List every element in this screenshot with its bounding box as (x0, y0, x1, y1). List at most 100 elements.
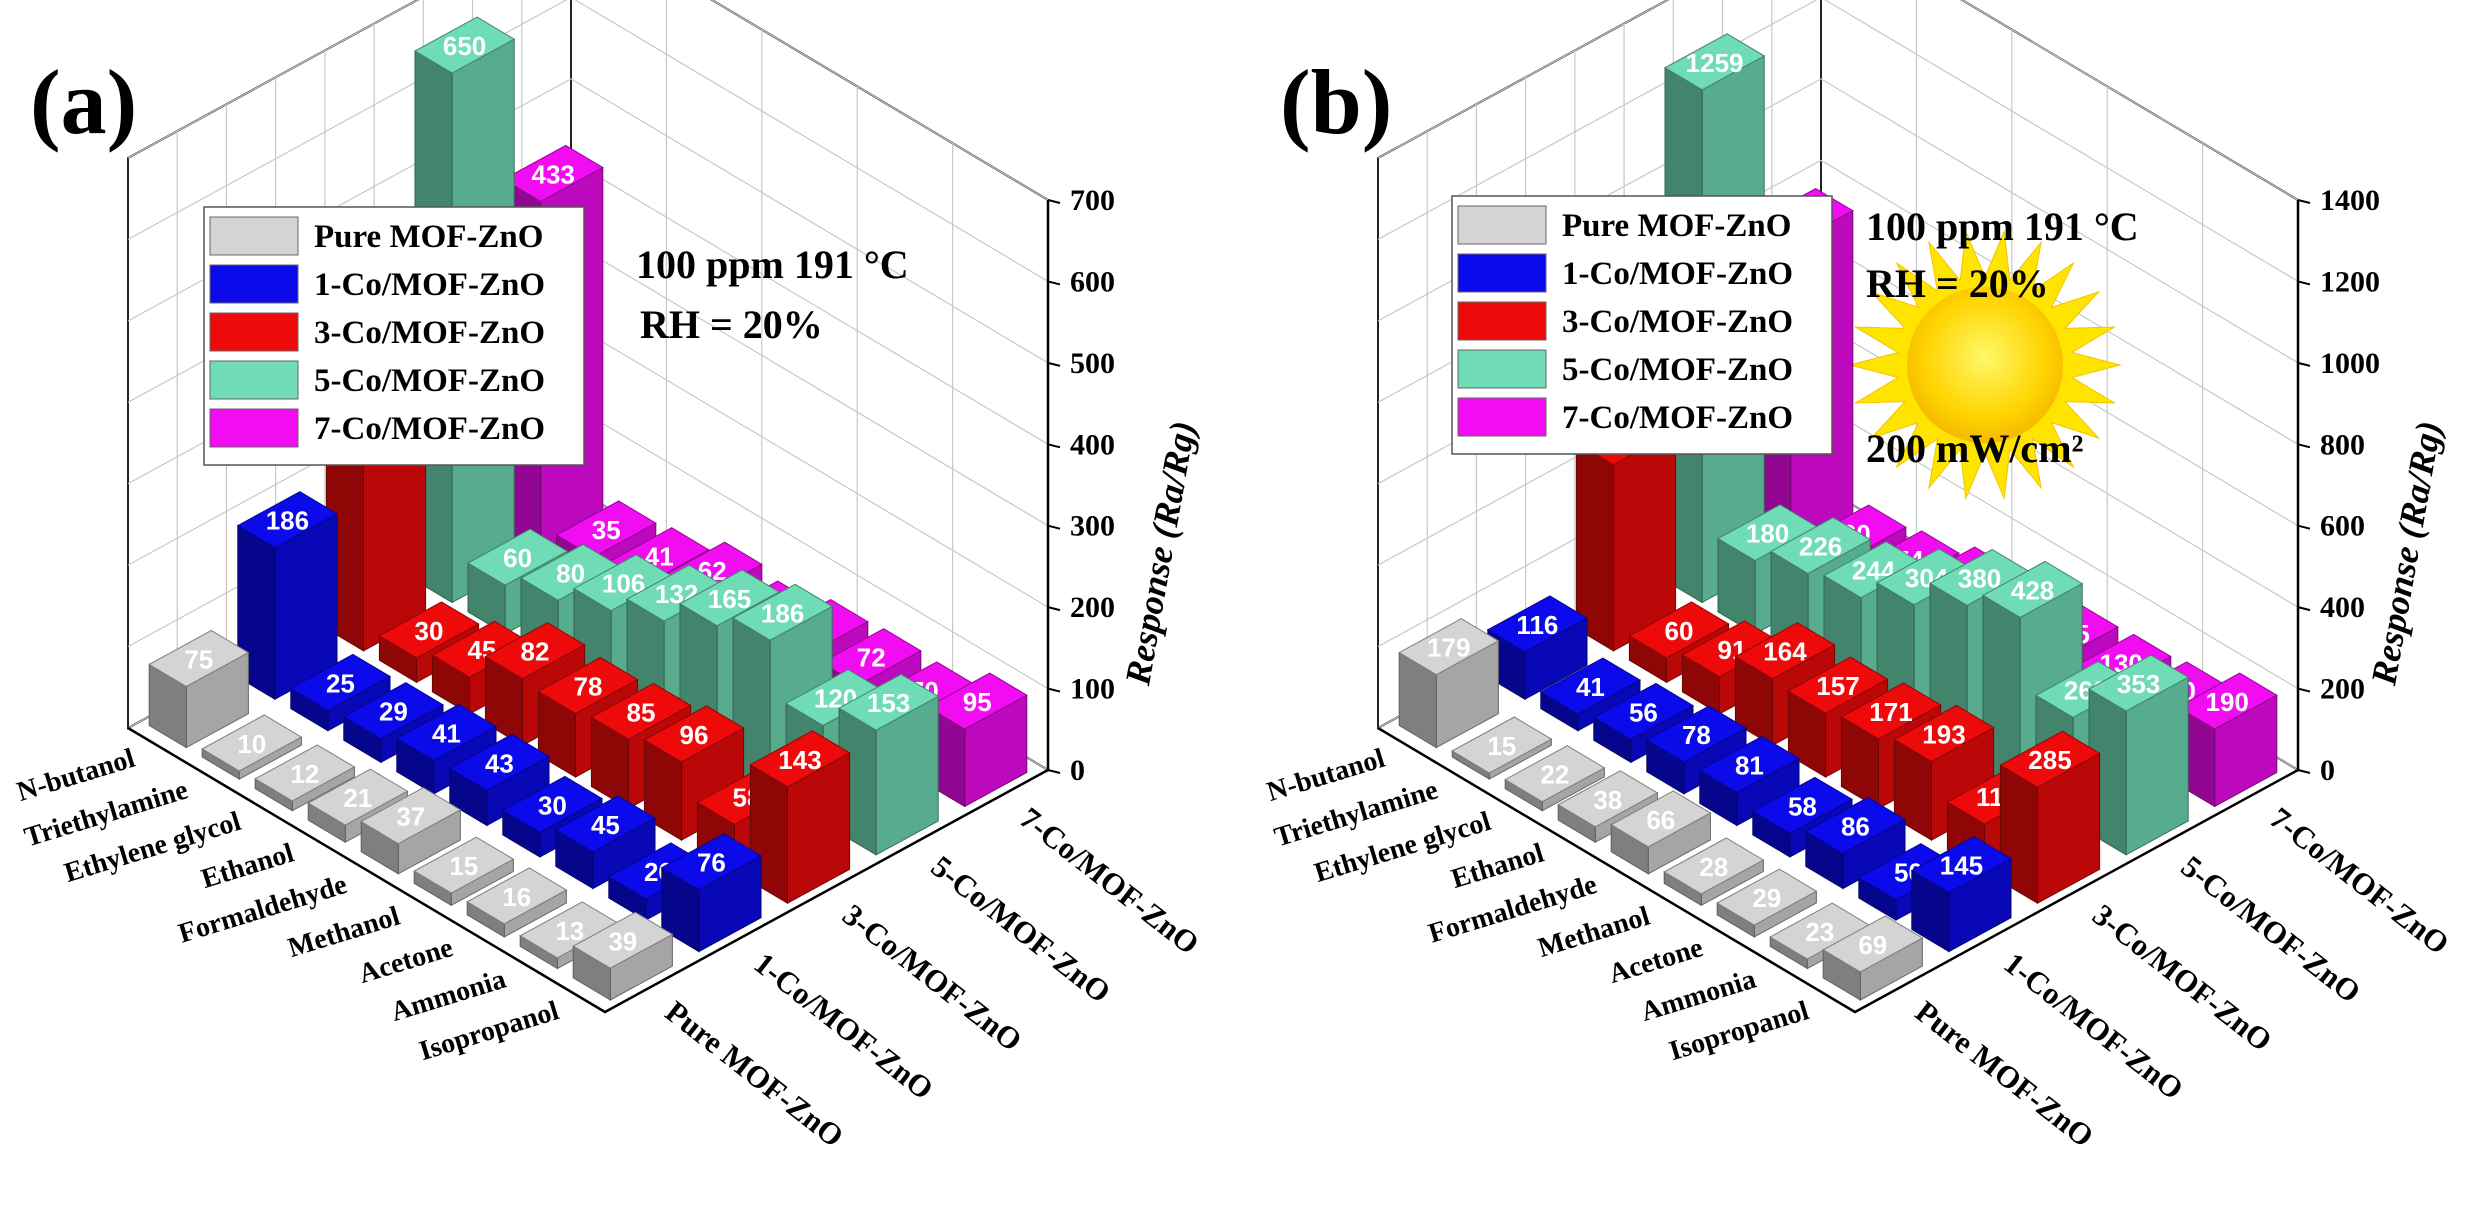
a-bar-top (413, 836, 515, 894)
b-floor-edges (1377, 726, 2299, 1014)
b-legend-swatch (1457, 301, 1547, 341)
a-bar-top (501, 775, 604, 834)
a-bar-top (448, 733, 551, 791)
a-bar-value-label: 76 (697, 848, 726, 878)
b-bar-value-label: 56 (1629, 697, 1658, 727)
b-z-tick (2297, 524, 2311, 530)
a-bar-value-label: 80 (556, 558, 585, 588)
a-bar: 10 (201, 714, 303, 780)
panel-b-letter: (b) (1280, 51, 1392, 153)
b-legend-swatch (1457, 397, 1547, 437)
b-bar-top (1840, 682, 1942, 740)
a-bar-top (731, 583, 834, 641)
a-z-tick-label: 0 (1070, 754, 1085, 787)
b-bar-value-label: 193 (1922, 720, 1965, 750)
b-legend-label: 3-Co/MOF-ZnO (1562, 304, 1793, 340)
a-bar-top (484, 622, 586, 680)
a-bar-top (378, 601, 480, 659)
a-bar-value-label: 153 (867, 688, 910, 718)
a-bar-top (554, 795, 657, 853)
b-bar-value-label: 15 (1487, 731, 1516, 761)
panel-b-z-axis-title: Response (Ra/Rg) (2363, 418, 2449, 689)
panel-a-z-axis: 0 100 200 300 400 500 600 700 (1046, 184, 1115, 787)
b-bar-top (1893, 704, 1995, 763)
b-z-tick-label: 200 (2320, 673, 2365, 706)
b-bar-value-label: 190 (2206, 687, 2249, 717)
a-bar-top (236, 491, 339, 549)
a-bar-value-label: 12 (290, 759, 319, 789)
a-z-tick-label: 300 (1070, 510, 1115, 543)
a-bar-top (466, 528, 569, 586)
a-legend-swatch (209, 216, 299, 256)
b-bar-top (1539, 657, 1642, 715)
b-bar: 28 (1663, 837, 1765, 907)
a-bar-value-label: 95 (963, 687, 992, 717)
a-bar-value-label: 45 (591, 810, 620, 840)
a-bar: 143 (749, 730, 851, 905)
a-bar-value-label: 72 (857, 643, 886, 673)
b-bar-value-label: 145 (1940, 851, 1983, 881)
b-bar: 179 (1398, 618, 1500, 749)
b-bar: 41 (1539, 657, 1642, 732)
a-z-tick (1047, 687, 1061, 693)
a-bar-top (572, 911, 674, 969)
b-legend-label: Pure MOF-ZnO (1562, 208, 1791, 244)
b-bar-value-label: 58 (1788, 791, 1817, 821)
b-bar-top (1610, 790, 1712, 848)
a-z-tick-label: 200 (1070, 591, 1115, 624)
a-bar-top (926, 672, 1028, 730)
a-bar-top (395, 703, 498, 761)
b-bar-top (1734, 622, 1836, 680)
a-floor-edges (127, 726, 1049, 1014)
a-bar-value-label: 39 (608, 926, 637, 956)
a-bar: 76 (660, 833, 763, 953)
a-bar-value-label: 15 (449, 851, 478, 881)
panel-a-condition-line1: 100 ppm 191 °C (636, 242, 909, 287)
b-bar-top (1504, 745, 1606, 803)
a-bar-value-label: 30 (415, 616, 444, 646)
a-z-tick (1047, 199, 1061, 204)
a-z-tick (1047, 280, 1061, 286)
sun-disc (1907, 287, 2063, 443)
b-bar-value-label: 116 (1516, 610, 1558, 640)
a-legend-swatch (209, 264, 299, 304)
panel-a-letter: (a) (30, 51, 137, 153)
b-z-tick (2297, 687, 2311, 693)
b-z-tick (2297, 361, 2311, 367)
b-bar: 86 (1804, 796, 1907, 890)
b-legend-label: 7-Co/MOF-ZnO (1562, 400, 1793, 436)
a-bar: 186 (236, 491, 339, 701)
a-bar: 12 (254, 744, 356, 812)
b-bar-value-label: 29 (1752, 883, 1781, 913)
a-bar-value-label: 30 (538, 791, 567, 821)
b-bar: 66 (1610, 790, 1712, 875)
b-bar-value-label: 226 (1799, 531, 1842, 561)
a-bar-value-label: 41 (432, 718, 461, 748)
a-bar-top (148, 629, 250, 688)
a-bar-value-label: 25 (326, 668, 355, 698)
a-bar-value-label: 186 (266, 506, 309, 536)
b-z-tick-label: 400 (2320, 591, 2365, 624)
b-bar-top (1999, 730, 2101, 788)
b-bar-value-label: 353 (2117, 669, 2160, 699)
b-bar-top (1981, 560, 2084, 618)
a-z-tick (1047, 443, 1061, 449)
a-bar-top (201, 714, 303, 772)
b-bar-top (1716, 868, 1818, 926)
b-bar: 29 (1716, 868, 1818, 938)
a-bar-value-label: 650 (443, 31, 486, 61)
a-z-tick-label: 700 (1070, 184, 1115, 217)
b-bar-value-label: 180 (1746, 519, 1789, 549)
a-z-tick-label: 400 (1070, 428, 1115, 461)
b-bar-value-label: 285 (2028, 745, 2071, 775)
a-legend-label: 5-Co/MOF-ZnO (314, 363, 545, 399)
b-bar-value-label: 179 (1427, 633, 1470, 663)
a-bar-top (413, 16, 516, 74)
b-bar-value-label: 69 (1858, 930, 1887, 960)
b-z-tick (2297, 769, 2311, 774)
a-bar-value-label: 60 (503, 543, 532, 573)
b-bar-value-label: 22 (1540, 760, 1569, 790)
a-bar: 45 (554, 795, 657, 890)
b-bar-top (1486, 595, 1589, 653)
a-z-tick (1047, 361, 1061, 367)
